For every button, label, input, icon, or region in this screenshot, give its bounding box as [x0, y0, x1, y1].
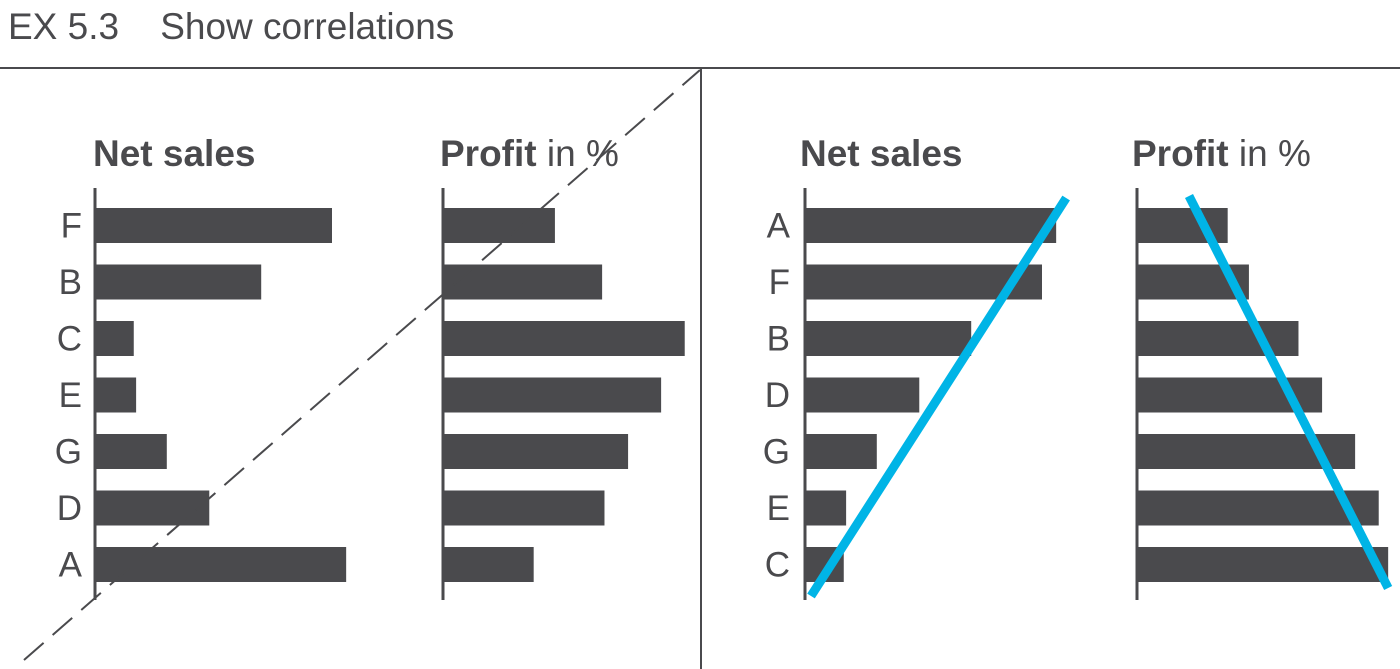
- category-label: B: [59, 263, 82, 302]
- bar: [444, 321, 685, 356]
- series-title: Profit in %: [1132, 133, 1311, 174]
- category-label: G: [55, 433, 82, 472]
- category-label: B: [767, 320, 790, 359]
- bar: [444, 377, 662, 413]
- bar: [806, 377, 920, 413]
- bar: [806, 321, 972, 356]
- bar: [96, 321, 134, 356]
- category-label: D: [765, 376, 790, 415]
- bar: [96, 264, 262, 300]
- series-title: Net sales: [800, 133, 963, 174]
- bar: [444, 434, 629, 469]
- category-label: A: [767, 207, 791, 246]
- category-label: G: [763, 433, 790, 472]
- bar: [806, 490, 847, 526]
- bar: [444, 547, 534, 582]
- category-label: F: [61, 207, 82, 246]
- category-label: E: [767, 489, 790, 528]
- category-label: D: [57, 489, 82, 528]
- bar: [1138, 547, 1389, 582]
- chart-title: EX 5.3 Show correlations: [8, 6, 455, 47]
- bar: [806, 434, 877, 469]
- bar: [96, 490, 210, 526]
- category-label: E: [59, 376, 82, 415]
- category-label: C: [765, 546, 790, 585]
- bar: [96, 377, 137, 413]
- profit-trend-line: [1184, 193, 1393, 591]
- net-sales-trend-line: [807, 195, 1070, 599]
- bar: [444, 264, 603, 300]
- bar: [806, 208, 1057, 243]
- bar: [444, 208, 555, 243]
- bar: [96, 208, 332, 243]
- series-title: Net sales: [93, 133, 256, 174]
- bar: [444, 490, 605, 526]
- category-label: A: [59, 546, 83, 585]
- series-title: Profit in %: [440, 133, 619, 174]
- bar: [96, 434, 167, 469]
- bar: [1138, 321, 1299, 356]
- category-label: C: [57, 320, 82, 359]
- bar: [96, 547, 347, 582]
- category-label: F: [769, 263, 790, 302]
- dashed-diagonal: [23, 69, 701, 661]
